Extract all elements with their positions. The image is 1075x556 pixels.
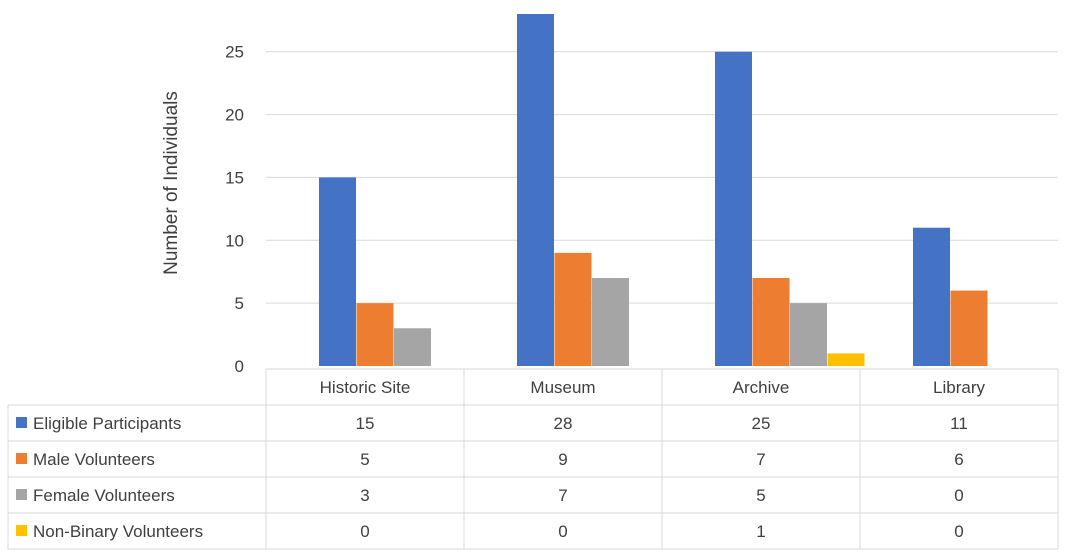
bar-non-binary-volunteers-archive [827, 353, 865, 366]
table-cell-male-volunteers-historic-site: 5 [360, 450, 369, 469]
bar-eligible-participants-historic-site [319, 177, 356, 366]
table-cell-eligible-participants-historic-site: 15 [356, 414, 375, 433]
y-axis-ticks: 0 5 10 15 20 25 [225, 43, 244, 376]
y-tick-label: 20 [225, 106, 244, 125]
bar-female-volunteers-archive [790, 303, 827, 366]
legend-label-eligible-participants: Eligible Participants [33, 414, 181, 433]
category-label-library: Library [933, 378, 985, 397]
y-tick-label: 25 [225, 43, 244, 62]
table-cell-female-volunteers-library: 0 [954, 486, 963, 505]
category-label-archive: Archive [733, 378, 790, 397]
data-table: Historic Site Museum Archive Library Eligibl… [7, 368, 1059, 550]
y-axis-label: Number of Individuals [161, 91, 182, 275]
legend-key-female-volunteers [16, 489, 27, 500]
legend-label-non-binary-volunteers: Non-Binary Volunteers [33, 522, 203, 541]
bar-male-volunteers-museum [554, 252, 592, 366]
legend-key-eligible-participants [16, 417, 27, 428]
legend-key-non-binary-volunteers [16, 525, 27, 536]
table-cell-eligible-participants-library: 11 [950, 414, 968, 433]
table-cell-male-volunteers-library: 6 [954, 450, 963, 469]
legend-key-male-volunteers [16, 453, 27, 464]
table-cell-eligible-participants-museum: 28 [554, 414, 573, 433]
table-cell-female-volunteers-archive: 5 [756, 486, 765, 505]
bar-male-volunteers-archive [752, 278, 790, 366]
table-cell-non-binary-volunteers-museum: 0 [558, 522, 567, 541]
table-cell-non-binary-volunteers-archive: 1 [756, 522, 765, 541]
bar-eligible-participants-archive [715, 51, 752, 366]
legend-label-male-volunteers: Male Volunteers [33, 450, 155, 469]
y-tick-label: 0 [235, 357, 244, 376]
bar-male-volunteers-library [950, 290, 988, 366]
legend-label-female-volunteers: Female Volunteers [33, 486, 175, 505]
bar-eligible-participants-library [913, 227, 950, 366]
bar-female-volunteers-historic-site [394, 328, 431, 366]
table-cell-male-volunteers-museum: 9 [558, 450, 567, 469]
table-cell-female-volunteers-historic-site: 3 [360, 486, 369, 505]
y-tick-label: 10 [225, 231, 244, 250]
category-label-historic-site: Historic Site [320, 378, 411, 397]
table-cell-female-volunteers-museum: 7 [558, 486, 567, 505]
bar-eligible-participants-museum [517, 14, 554, 366]
bar-male-volunteers-historic-site [356, 303, 394, 366]
category-label-museum: Museum [530, 378, 595, 397]
table-cell-non-binary-volunteers-library: 0 [954, 522, 963, 541]
table-cell-male-volunteers-archive: 7 [756, 450, 765, 469]
y-tick-label: 5 [235, 294, 244, 313]
table-cell-eligible-participants-archive: 25 [752, 414, 771, 433]
bars [319, 14, 988, 366]
table-cell-non-binary-volunteers-historic-site: 0 [360, 522, 369, 541]
y-tick-label: 15 [225, 168, 244, 187]
bar-female-volunteers-museum [592, 278, 629, 366]
